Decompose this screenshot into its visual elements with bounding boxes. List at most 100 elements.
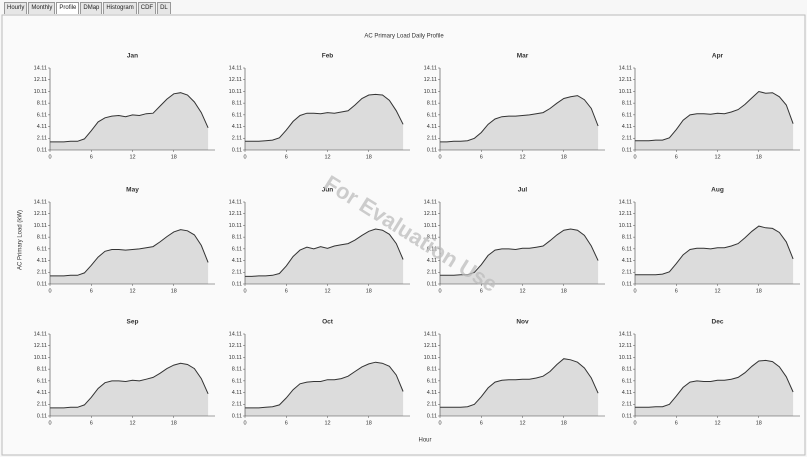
y-tick-label: 6.11 bbox=[37, 112, 47, 118]
y-tick-label: 2.11 bbox=[622, 136, 632, 142]
subplot-title: Mar bbox=[517, 53, 529, 60]
load-line bbox=[245, 228, 404, 277]
y-tick-label: 10.11 bbox=[34, 89, 47, 95]
y-tick-label: 10.11 bbox=[34, 355, 47, 361]
load-line bbox=[50, 92, 209, 143]
tab[interactable]: Monthly bbox=[28, 2, 56, 14]
y-tick-label: 4.11 bbox=[427, 390, 437, 396]
y-tick-label: 14.11 bbox=[34, 65, 47, 71]
load-line bbox=[440, 358, 599, 408]
x-tick-label: 6 bbox=[675, 154, 678, 160]
x-tick-label: 6 bbox=[90, 420, 93, 426]
area-fill bbox=[245, 94, 404, 150]
y-tick-label: 4.11 bbox=[37, 390, 47, 396]
y-tick-label: 10.11 bbox=[424, 355, 437, 361]
y-tick-label: 0.11 bbox=[622, 413, 632, 419]
y-tick-label: 12.11 bbox=[424, 77, 437, 83]
y-tick-label: 14.11 bbox=[619, 199, 632, 205]
y-tick-label: 8.11 bbox=[232, 235, 242, 241]
y-tick-label: 6.11 bbox=[232, 378, 242, 384]
x-tick-label: 18 bbox=[366, 288, 372, 294]
x-tick-label: 18 bbox=[171, 420, 177, 426]
x-tick-label: 0 bbox=[633, 154, 636, 160]
axes bbox=[634, 68, 800, 151]
area-fill bbox=[635, 91, 794, 150]
x-tick-label: 18 bbox=[756, 288, 762, 294]
x-tick-label: 6 bbox=[285, 154, 288, 160]
x-tick-label: 6 bbox=[285, 288, 288, 294]
y-tick-label: 10.11 bbox=[619, 89, 632, 95]
tab[interactable]: Profile bbox=[56, 2, 80, 14]
y-tick-label: 12.11 bbox=[229, 343, 242, 349]
tab[interactable]: Histogram bbox=[103, 2, 137, 14]
axes bbox=[49, 202, 215, 285]
load-line bbox=[245, 361, 404, 409]
load-line bbox=[635, 359, 794, 408]
y-tick-label: 12.11 bbox=[229, 77, 242, 83]
y-tick-label: 0.11 bbox=[232, 413, 242, 419]
area-fill bbox=[245, 362, 404, 416]
x-tick-label: 0 bbox=[48, 154, 51, 160]
y-tick-label: 14.11 bbox=[34, 199, 47, 205]
y-tick-label: 0.11 bbox=[622, 281, 632, 287]
x-tick-label: 18 bbox=[561, 288, 567, 294]
y-axis-label: AC Primary Load (kW) bbox=[18, 210, 24, 270]
subplot-title: Jul bbox=[518, 187, 528, 194]
subplot-title: Sep bbox=[127, 319, 139, 326]
subplot-title: Apr bbox=[712, 53, 724, 60]
x-tick-label: 12 bbox=[324, 154, 330, 160]
y-tick-label: 14.11 bbox=[424, 331, 437, 337]
axes bbox=[439, 334, 605, 417]
y-tick-label: 10.11 bbox=[619, 223, 632, 229]
x-tick-label: 6 bbox=[675, 288, 678, 294]
y-tick-label: 8.11 bbox=[232, 101, 242, 107]
x-tick-label: 12 bbox=[519, 154, 525, 160]
tab[interactable]: DL bbox=[157, 2, 171, 14]
y-tick-label: 10.11 bbox=[229, 89, 242, 95]
y-tick-label: 0.11 bbox=[37, 413, 47, 419]
y-tick-label: 2.11 bbox=[37, 402, 47, 408]
axes bbox=[439, 202, 605, 285]
y-tick-label: 0.11 bbox=[232, 281, 242, 287]
tab[interactable]: CDF bbox=[137, 2, 157, 14]
y-tick-label: 12.11 bbox=[424, 343, 437, 349]
load-line bbox=[635, 225, 794, 276]
y-tick-label: 4.11 bbox=[427, 258, 437, 264]
subplot-title: Nov bbox=[516, 319, 529, 326]
load-line bbox=[440, 228, 599, 276]
x-tick-label: 6 bbox=[675, 420, 678, 426]
y-tick-label: 14.11 bbox=[619, 331, 632, 337]
area-fill bbox=[245, 229, 404, 284]
load-line bbox=[635, 90, 794, 142]
y-tick-label: 2.11 bbox=[427, 402, 437, 408]
x-tick-label: 0 bbox=[633, 288, 636, 294]
x-tick-label: 6 bbox=[90, 154, 93, 160]
subplot-title: Aug bbox=[711, 187, 724, 194]
y-tick-label: 4.11 bbox=[622, 124, 632, 130]
x-tick-label: 18 bbox=[171, 154, 177, 160]
x-tick-label: 18 bbox=[171, 288, 177, 294]
x-tick-label: 12 bbox=[129, 288, 135, 294]
x-tick-label: 12 bbox=[714, 420, 720, 426]
x-tick-label: 0 bbox=[243, 420, 246, 426]
y-tick-label: 8.11 bbox=[427, 235, 437, 241]
x-tick-label: 6 bbox=[480, 420, 483, 426]
subplot-title: Feb bbox=[322, 53, 334, 60]
y-tick-label: 8.11 bbox=[427, 367, 437, 373]
area-fill bbox=[50, 363, 209, 416]
load-line bbox=[50, 362, 209, 409]
x-tick-label: 0 bbox=[438, 154, 441, 160]
x-tick-label: 12 bbox=[129, 420, 135, 426]
chart-title: AC Primary Load Daily Profile bbox=[364, 34, 444, 40]
y-tick-label: 6.11 bbox=[427, 112, 437, 118]
tab[interactable]: DMap bbox=[80, 2, 103, 14]
y-tick-label: 0.11 bbox=[427, 147, 437, 153]
y-tick-label: 0.11 bbox=[622, 147, 632, 153]
area-fill bbox=[50, 92, 209, 150]
tab[interactable]: Hourly bbox=[4, 2, 28, 14]
axes bbox=[49, 334, 215, 417]
x-tick-label: 18 bbox=[756, 154, 762, 160]
y-tick-label: 6.11 bbox=[232, 112, 242, 118]
x-tick-label: 18 bbox=[561, 154, 567, 160]
subplot-title: Dec bbox=[712, 319, 724, 326]
